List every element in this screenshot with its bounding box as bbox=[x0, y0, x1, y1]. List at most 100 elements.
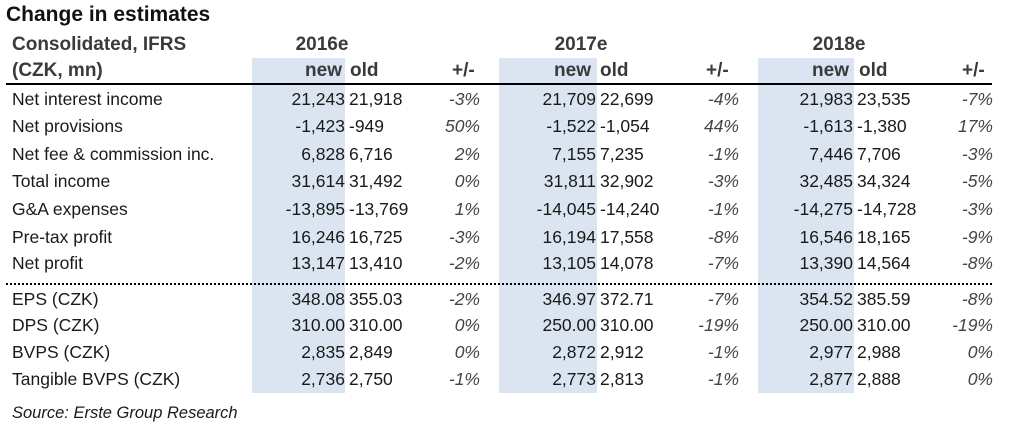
new-value-2018: -1,613 bbox=[803, 116, 853, 136]
old-value-2018: 7,706 bbox=[857, 144, 901, 164]
change-value-2018: -5% bbox=[961, 171, 993, 191]
header-line1: Consolidated, IFRS bbox=[12, 34, 187, 55]
change-value-2018: -19% bbox=[952, 315, 993, 335]
year-2016-header: 2016e bbox=[295, 34, 349, 55]
old-value-2018: 310.00 bbox=[857, 315, 911, 335]
old-value-2016: -949 bbox=[349, 116, 385, 136]
old-value-2017: 14,078 bbox=[600, 253, 654, 273]
row-label: Pre-tax profit bbox=[12, 227, 113, 247]
new-value-2017: 16,194 bbox=[542, 227, 596, 247]
row-label: Total income bbox=[12, 171, 111, 191]
row-label: Net interest income bbox=[12, 89, 163, 109]
old-value-2017: 372.71 bbox=[600, 289, 654, 309]
old-value-2017: 17,558 bbox=[600, 227, 654, 247]
old-value-2016: 2,849 bbox=[349, 342, 393, 362]
change-value-2016: 2% bbox=[454, 144, 480, 164]
new-value-2018: 250.00 bbox=[799, 315, 853, 335]
new-value-2016: 348.08 bbox=[291, 289, 345, 309]
new-value-2016: 2,736 bbox=[301, 369, 345, 389]
change-value-2017: -1% bbox=[707, 342, 739, 362]
change-value-2017: -1% bbox=[707, 199, 739, 219]
old-header-2018: old bbox=[859, 60, 888, 81]
table-row: EPS (CZK) 348.08 355.03 -2% 346.97 372.71 -7% 3… bbox=[0, 289, 1024, 316]
row-label: DPS (CZK) bbox=[12, 315, 100, 335]
new-value-2018: 2,977 bbox=[809, 342, 853, 362]
new-value-2017: 346.97 bbox=[542, 289, 596, 309]
change-value-2017: -7% bbox=[707, 253, 739, 273]
new-value-2016: -1,423 bbox=[295, 116, 345, 136]
section-divider bbox=[6, 283, 992, 285]
new-value-2018: 2,877 bbox=[809, 369, 853, 389]
table-row: DPS (CZK) 310.00 310.00 0% 250.00 310.00 -19% 2… bbox=[0, 315, 1024, 342]
new-value-2016: -13,895 bbox=[285, 199, 345, 219]
table-row: Total income 31,614 31,492 0% 31,811 32,902 -3… bbox=[0, 171, 1024, 198]
table-row: BVPS (CZK) 2,835 2,849 0% 2,872 2,912 -1% 2,977… bbox=[0, 342, 1024, 369]
old-value-2017: 2,912 bbox=[600, 342, 644, 362]
new-value-2017: 7,155 bbox=[552, 144, 596, 164]
change-value-2018: -8% bbox=[961, 253, 993, 273]
new-value-2016: 310.00 bbox=[291, 315, 345, 335]
change-value-2018: 0% bbox=[967, 342, 993, 362]
new-value-2018: 16,546 bbox=[799, 227, 853, 247]
change-value-2018: -7% bbox=[961, 89, 993, 109]
change-value-2018: -3% bbox=[961, 144, 993, 164]
change-value-2016: 0% bbox=[454, 315, 480, 335]
change-value-2016: 1% bbox=[454, 199, 480, 219]
new-value-2017: 21,709 bbox=[542, 89, 596, 109]
old-value-2017: -14,240 bbox=[600, 199, 660, 219]
new-value-2017: -1,522 bbox=[546, 116, 596, 136]
row-label: Tangible BVPS (CZK) bbox=[12, 369, 181, 389]
change-value-2016: -3% bbox=[448, 227, 480, 247]
table-row: G&A expenses -13,895 -13,769 1% -14,045 -14,2… bbox=[0, 199, 1024, 226]
year-2018-header: 2018e bbox=[812, 34, 866, 55]
table-row: Net interest income 21,243 21,918 -3% 21,709… bbox=[0, 89, 1024, 116]
row-label: G&A expenses bbox=[12, 199, 128, 219]
change-value-2016: -3% bbox=[448, 89, 480, 109]
change-value-2017: -19% bbox=[698, 315, 739, 335]
old-value-2016: 355.03 bbox=[349, 289, 403, 309]
table-row: Net profit 13,147 13,410 -2% 13,105 14,078 -7%… bbox=[0, 253, 1024, 280]
new-column-shade-2017 bbox=[499, 58, 597, 393]
change-value-2017: -1% bbox=[707, 144, 739, 164]
new-header-2017: new bbox=[554, 60, 591, 81]
new-value-2017: 13,105 bbox=[542, 253, 596, 273]
change-value-2018: -3% bbox=[961, 199, 993, 219]
old-value-2016: 6,716 bbox=[349, 144, 393, 164]
change-value-2017: -3% bbox=[707, 171, 739, 191]
new-column-shade-2018 bbox=[758, 58, 854, 393]
old-value-2016: 310.00 bbox=[349, 315, 403, 335]
new-value-2016: 2,835 bbox=[301, 342, 345, 362]
table-title: Change in estimates bbox=[6, 3, 211, 26]
old-value-2018: 14,564 bbox=[857, 253, 911, 273]
change-value-2017: -7% bbox=[707, 289, 739, 309]
table-row: Net fee & commission inc. 6,828 6,716 2% 7,1… bbox=[0, 144, 1024, 171]
new-value-2018: 32,485 bbox=[799, 171, 853, 191]
change-value-2018: -8% bbox=[961, 289, 993, 309]
new-value-2016: 16,246 bbox=[291, 227, 345, 247]
source-note: Source: Erste Group Research bbox=[12, 404, 238, 422]
old-value-2017: 32,902 bbox=[600, 171, 654, 191]
new-value-2018: 354.52 bbox=[799, 289, 853, 309]
new-value-2018: 7,446 bbox=[809, 144, 853, 164]
year-2017-header: 2017e bbox=[554, 34, 608, 55]
chg-header-2018: +/- bbox=[962, 60, 985, 81]
row-label: Net fee & commission inc. bbox=[12, 144, 215, 164]
old-value-2017: 22,699 bbox=[600, 89, 654, 109]
new-header-2016: new bbox=[305, 60, 342, 81]
new-value-2017: 250.00 bbox=[542, 315, 596, 335]
row-label: Net profit bbox=[12, 253, 83, 273]
new-value-2017: 2,773 bbox=[552, 369, 596, 389]
old-value-2016: -13,769 bbox=[349, 199, 409, 219]
chg-header-2017: +/- bbox=[706, 60, 729, 81]
new-value-2018: -14,275 bbox=[793, 199, 853, 219]
change-value-2016: 0% bbox=[454, 342, 480, 362]
old-value-2017: 2,813 bbox=[600, 369, 644, 389]
new-value-2017: 2,872 bbox=[552, 342, 596, 362]
old-value-2018: -14,728 bbox=[857, 199, 917, 219]
new-value-2016: 13,147 bbox=[291, 253, 345, 273]
new-header-2018: new bbox=[812, 60, 849, 81]
old-value-2016: 13,410 bbox=[349, 253, 403, 273]
new-value-2016: 6,828 bbox=[301, 144, 345, 164]
old-value-2016: 2,750 bbox=[349, 369, 393, 389]
change-value-2017: -8% bbox=[707, 227, 739, 247]
